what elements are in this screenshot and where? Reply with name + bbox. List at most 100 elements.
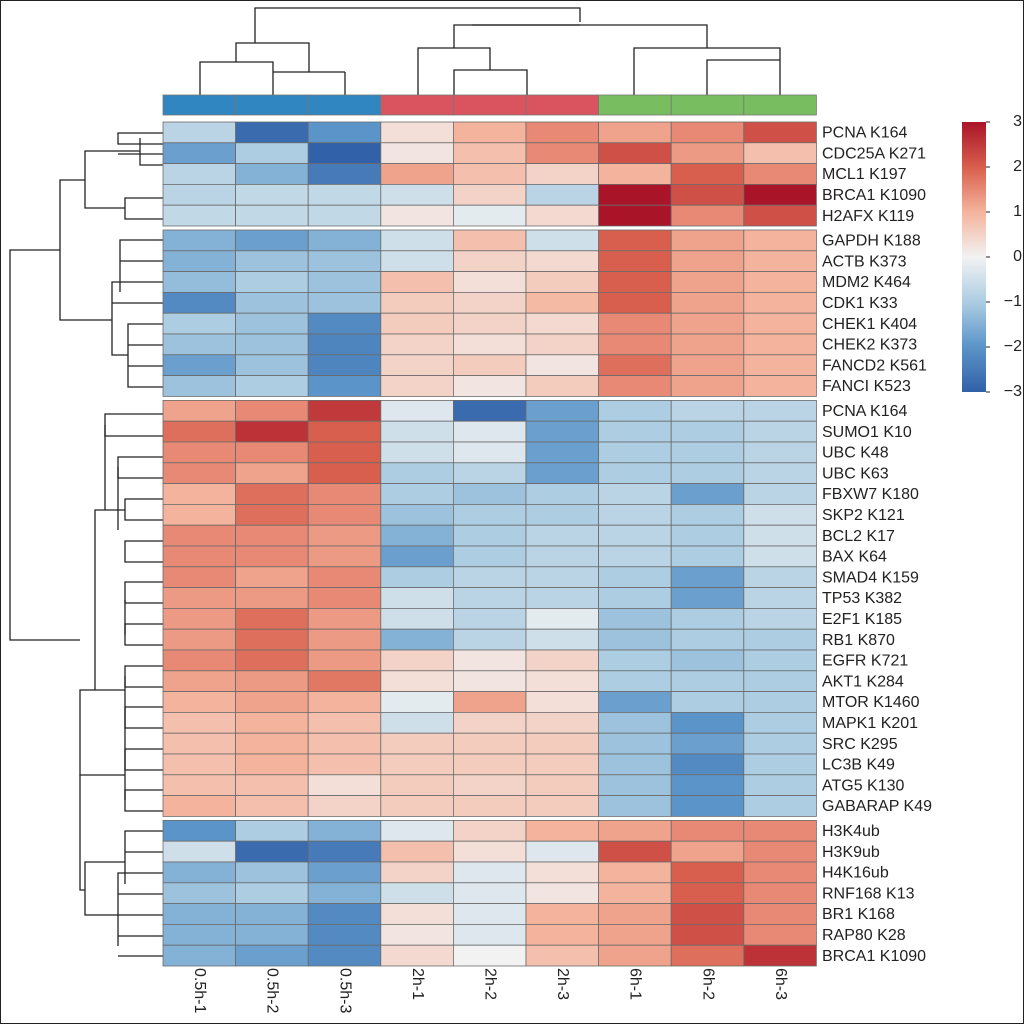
heatmap-cell <box>452 774 527 796</box>
heatmap-cell <box>452 944 527 967</box>
row-label: MCL1 K197 <box>822 166 907 183</box>
heatmap-cell <box>743 503 817 526</box>
heatmap-cell <box>525 861 599 884</box>
heatmap-cell <box>598 271 672 293</box>
heatmap-cell <box>162 229 236 252</box>
heatmap-cell <box>162 250 236 273</box>
heatmap-cell <box>235 312 309 335</box>
heatmap-cell <box>743 462 817 484</box>
heatmap-cell <box>380 924 454 946</box>
heatmap-cell <box>452 142 527 165</box>
heatmap-cell <box>380 271 454 293</box>
colorbar-tick-label: 3 <box>1013 113 1022 130</box>
row-label: PCNA K164 <box>822 403 907 420</box>
heatmap-cell <box>307 628 382 651</box>
heatmap-cell <box>380 732 454 755</box>
heatmap-cell <box>598 882 672 904</box>
row-label: H3K9ub <box>822 844 880 861</box>
heatmap-cell <box>452 420 527 443</box>
heatmap-cell <box>162 587 236 609</box>
colorbar-tick-label: −2 <box>1004 338 1022 355</box>
row-label: SUMO1 K10 <box>822 424 912 441</box>
heatmap-cell <box>235 795 309 817</box>
heatmap-cell <box>670 712 745 734</box>
heatmap-cell <box>670 503 745 526</box>
heatmap-cell <box>162 774 236 796</box>
heatmap-cell <box>307 142 382 165</box>
heatmap-cell <box>380 903 454 925</box>
heatmap-cell <box>452 354 527 376</box>
heatmap-cell <box>162 503 236 526</box>
heatmap-cell <box>525 753 599 776</box>
heatmap-cell <box>743 291 817 314</box>
heatmap-cell <box>670 903 745 925</box>
heatmap-cell <box>743 774 817 796</box>
heatmap-cell <box>670 753 745 776</box>
heatmap-cell <box>598 399 672 422</box>
heatmap-cell <box>525 503 599 526</box>
heatmap-cell <box>598 420 672 443</box>
heatmap-cell <box>525 524 599 547</box>
heatmap-cell <box>307 840 382 863</box>
heatmap-cell <box>380 691 454 713</box>
heatmap-cell <box>743 753 817 776</box>
heatmap-cell <box>670 462 745 484</box>
heatmap-cell <box>162 545 236 568</box>
heatmap-cell <box>670 774 745 796</box>
heatmap-cell <box>670 840 745 863</box>
heatmap-cell <box>452 924 527 946</box>
heatmap-cell <box>743 271 817 293</box>
heatmap-cell <box>380 462 454 484</box>
heatmap-cell <box>307 483 382 505</box>
heatmap-cell <box>307 291 382 314</box>
heatmap-cell <box>525 163 599 185</box>
heatmap-cell <box>162 163 236 185</box>
heatmap-cell <box>670 271 745 293</box>
heatmap-cell <box>452 753 527 776</box>
heatmap-cell <box>452 483 527 505</box>
heatmap-cell <box>670 795 745 817</box>
heatmap-cell <box>235 545 309 568</box>
heatmap-cell <box>525 375 599 397</box>
heatmap-cell <box>598 732 672 755</box>
column-label: 2h-3 <box>554 968 571 1000</box>
heatmap-cell <box>598 183 672 206</box>
heatmap-cell <box>525 649 599 672</box>
heatmap-cell <box>307 333 382 356</box>
column-label: 0.5h-1 <box>191 968 208 1013</box>
heatmap-cell <box>598 753 672 776</box>
heatmap-cell <box>598 462 672 484</box>
heatmap-cell <box>380 420 454 443</box>
heatmap-cell <box>743 354 817 376</box>
heatmap-cell <box>670 354 745 376</box>
heatmap-cell <box>162 649 236 672</box>
heatmap-cell <box>162 795 236 817</box>
heatmap-cell <box>235 503 309 526</box>
heatmap-cell <box>598 483 672 505</box>
heatmap-cell <box>452 524 527 547</box>
heatmap-cell <box>598 795 672 817</box>
column-group-bar <box>235 94 309 116</box>
heatmap-cell <box>670 566 745 588</box>
row-label: ATG5 K130 <box>822 777 905 794</box>
heatmap-cell <box>670 670 745 692</box>
heatmap-cell <box>162 712 236 734</box>
heatmap-cell <box>525 691 599 713</box>
heatmap-cell <box>598 354 672 376</box>
column-label: 2h-1 <box>409 968 426 1000</box>
heatmap-cell <box>307 462 382 484</box>
heatmap-cell <box>452 229 527 252</box>
heatmap-cell <box>380 795 454 817</box>
row-label: EGFR K721 <box>822 653 908 670</box>
heatmap-cell <box>670 545 745 568</box>
heatmap-cell <box>235 774 309 796</box>
heatmap-cell <box>307 121 382 144</box>
heatmap-cell <box>235 441 309 464</box>
heatmap-cell <box>743 441 817 464</box>
heatmap-cell <box>743 566 817 588</box>
heatmap-cell <box>525 903 599 925</box>
heatmap-cell <box>307 566 382 588</box>
heatmap-cell <box>235 628 309 651</box>
row-label: RAP80 K28 <box>822 927 906 944</box>
heatmap-cell <box>162 312 236 335</box>
